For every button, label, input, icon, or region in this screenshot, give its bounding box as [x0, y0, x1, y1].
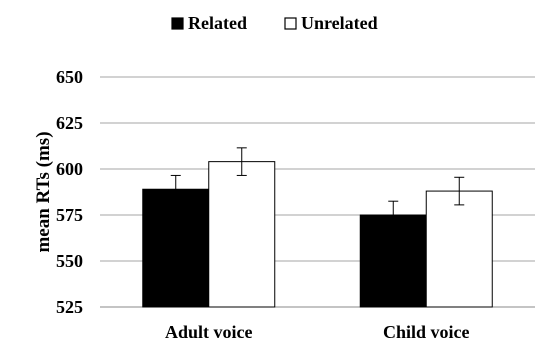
legend-swatch-related — [171, 17, 184, 30]
y-tick-label-525: 525 — [56, 297, 83, 317]
y-axis-ticks: 525 550 575 600 625 650 — [56, 67, 83, 317]
y-tick-label-650: 650 — [56, 67, 83, 87]
legend-item-unrelated: Unrelated — [284, 13, 378, 33]
x-axis-categories: Adult voice Child voice — [165, 322, 470, 342]
error-bar-unrelated-2 — [454, 176, 465, 206]
error-bar-unrelated-1 — [236, 147, 247, 176]
bar-related-1 — [142, 188, 210, 308]
legend-swatch-unrelated — [284, 17, 297, 30]
x-tick-label-1: Adult voice — [165, 322, 253, 342]
bar-unrelated-2 — [425, 190, 493, 308]
error-bars — [170, 147, 465, 230]
bar-related-2 — [359, 214, 427, 308]
y-tick-label-600: 600 — [56, 159, 83, 179]
y-tick-label-625: 625 — [56, 113, 83, 133]
legend-label-related: Related — [188, 13, 247, 33]
legend-item-related: Related — [171, 13, 247, 33]
y-axis-title: mean RTs (ms) — [33, 131, 54, 252]
x-tick-label-2: Child voice — [383, 322, 470, 342]
bars — [142, 161, 493, 308]
legend-label-unrelated: Unrelated — [301, 13, 378, 33]
error-bar-related-2 — [388, 200, 399, 230]
y-tick-label-575: 575 — [56, 205, 83, 225]
error-bar-related-1 — [170, 174, 181, 204]
bar-unrelated-1 — [208, 161, 276, 308]
legend: Related Unrelated — [171, 13, 378, 33]
y-tick-label-550: 550 — [56, 251, 83, 271]
